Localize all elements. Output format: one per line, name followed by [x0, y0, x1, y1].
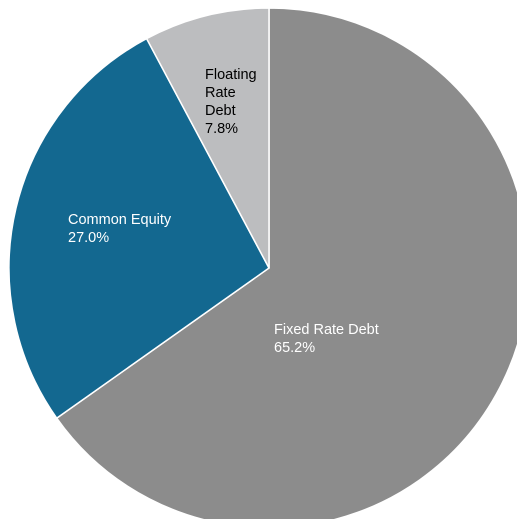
- slice-name-label: Floating: [205, 67, 257, 83]
- slice-name-label: Common Equity: [68, 212, 172, 228]
- slices-layer: [8, 7, 517, 519]
- slice-label-group: Fixed Rate Debt 65.2%: [274, 322, 379, 356]
- slice-value-label: 65.2%: [274, 340, 315, 356]
- pie-slice-floating-rate-debt: [145, 7, 270, 269]
- pie-slice-common-equity: [8, 37, 270, 420]
- slice-label-group: Common Equity 27.0%: [68, 212, 172, 246]
- slice-name-label: Rate: [205, 85, 236, 101]
- labels-layer: Fixed Rate Debt 65.2% Common Equity 27.0% Fl…: [68, 67, 379, 356]
- slice-label-group: Floating Rate Debt 7.8%: [205, 67, 257, 137]
- slice-name-label: Debt: [205, 103, 236, 119]
- slice-name-label: Fixed Rate Debt: [274, 322, 379, 338]
- pie-slice-fixed-rate-debt: [55, 7, 517, 519]
- slice-value-label: 7.8%: [205, 121, 238, 137]
- slice-value-label: 27.0%: [68, 230, 109, 246]
